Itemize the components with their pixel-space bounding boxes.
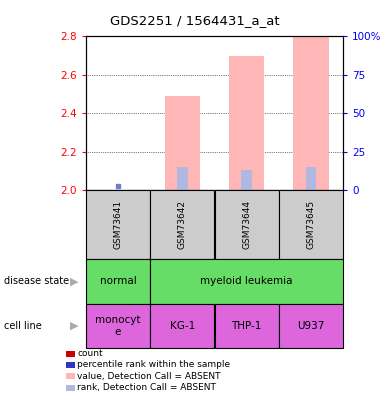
Bar (293, 36, 329, 190)
Text: monocyt
e: monocyt e (95, 315, 141, 337)
Text: KG-1: KG-1 (170, 321, 195, 331)
Text: disease state: disease state (4, 277, 69, 286)
Text: GSM73645: GSM73645 (307, 200, 316, 249)
Text: ▶: ▶ (70, 321, 78, 331)
Text: GSM73644: GSM73644 (242, 200, 251, 249)
Bar (306, 167, 316, 190)
Bar (150, 304, 214, 348)
Text: percentile rank within the sample: percentile rank within the sample (77, 360, 230, 369)
Text: ▶: ▶ (70, 277, 78, 286)
Bar (279, 304, 343, 348)
Bar (215, 304, 279, 348)
Bar (279, 190, 343, 259)
Bar (229, 55, 264, 190)
Text: normal: normal (99, 277, 136, 286)
Text: GDS2251 / 1564431_a_at: GDS2251 / 1564431_a_at (110, 14, 280, 27)
Text: count: count (77, 349, 103, 358)
Text: myeloid leukemia: myeloid leukemia (200, 277, 293, 286)
Text: GSM73641: GSM73641 (113, 200, 122, 249)
Bar (165, 96, 200, 190)
Bar (215, 190, 279, 259)
Bar (86, 304, 150, 348)
Text: rank, Detection Call = ABSENT: rank, Detection Call = ABSENT (77, 383, 216, 392)
Text: value, Detection Call = ABSENT: value, Detection Call = ABSENT (77, 372, 221, 381)
Text: THP-1: THP-1 (232, 321, 262, 331)
Bar (150, 190, 214, 259)
Text: GSM73642: GSM73642 (178, 200, 187, 249)
Bar (86, 190, 150, 259)
Bar (86, 259, 150, 304)
Bar (241, 171, 252, 190)
Bar (177, 167, 188, 190)
Bar (150, 259, 343, 304)
Text: U937: U937 (297, 321, 325, 331)
Text: cell line: cell line (4, 321, 42, 331)
